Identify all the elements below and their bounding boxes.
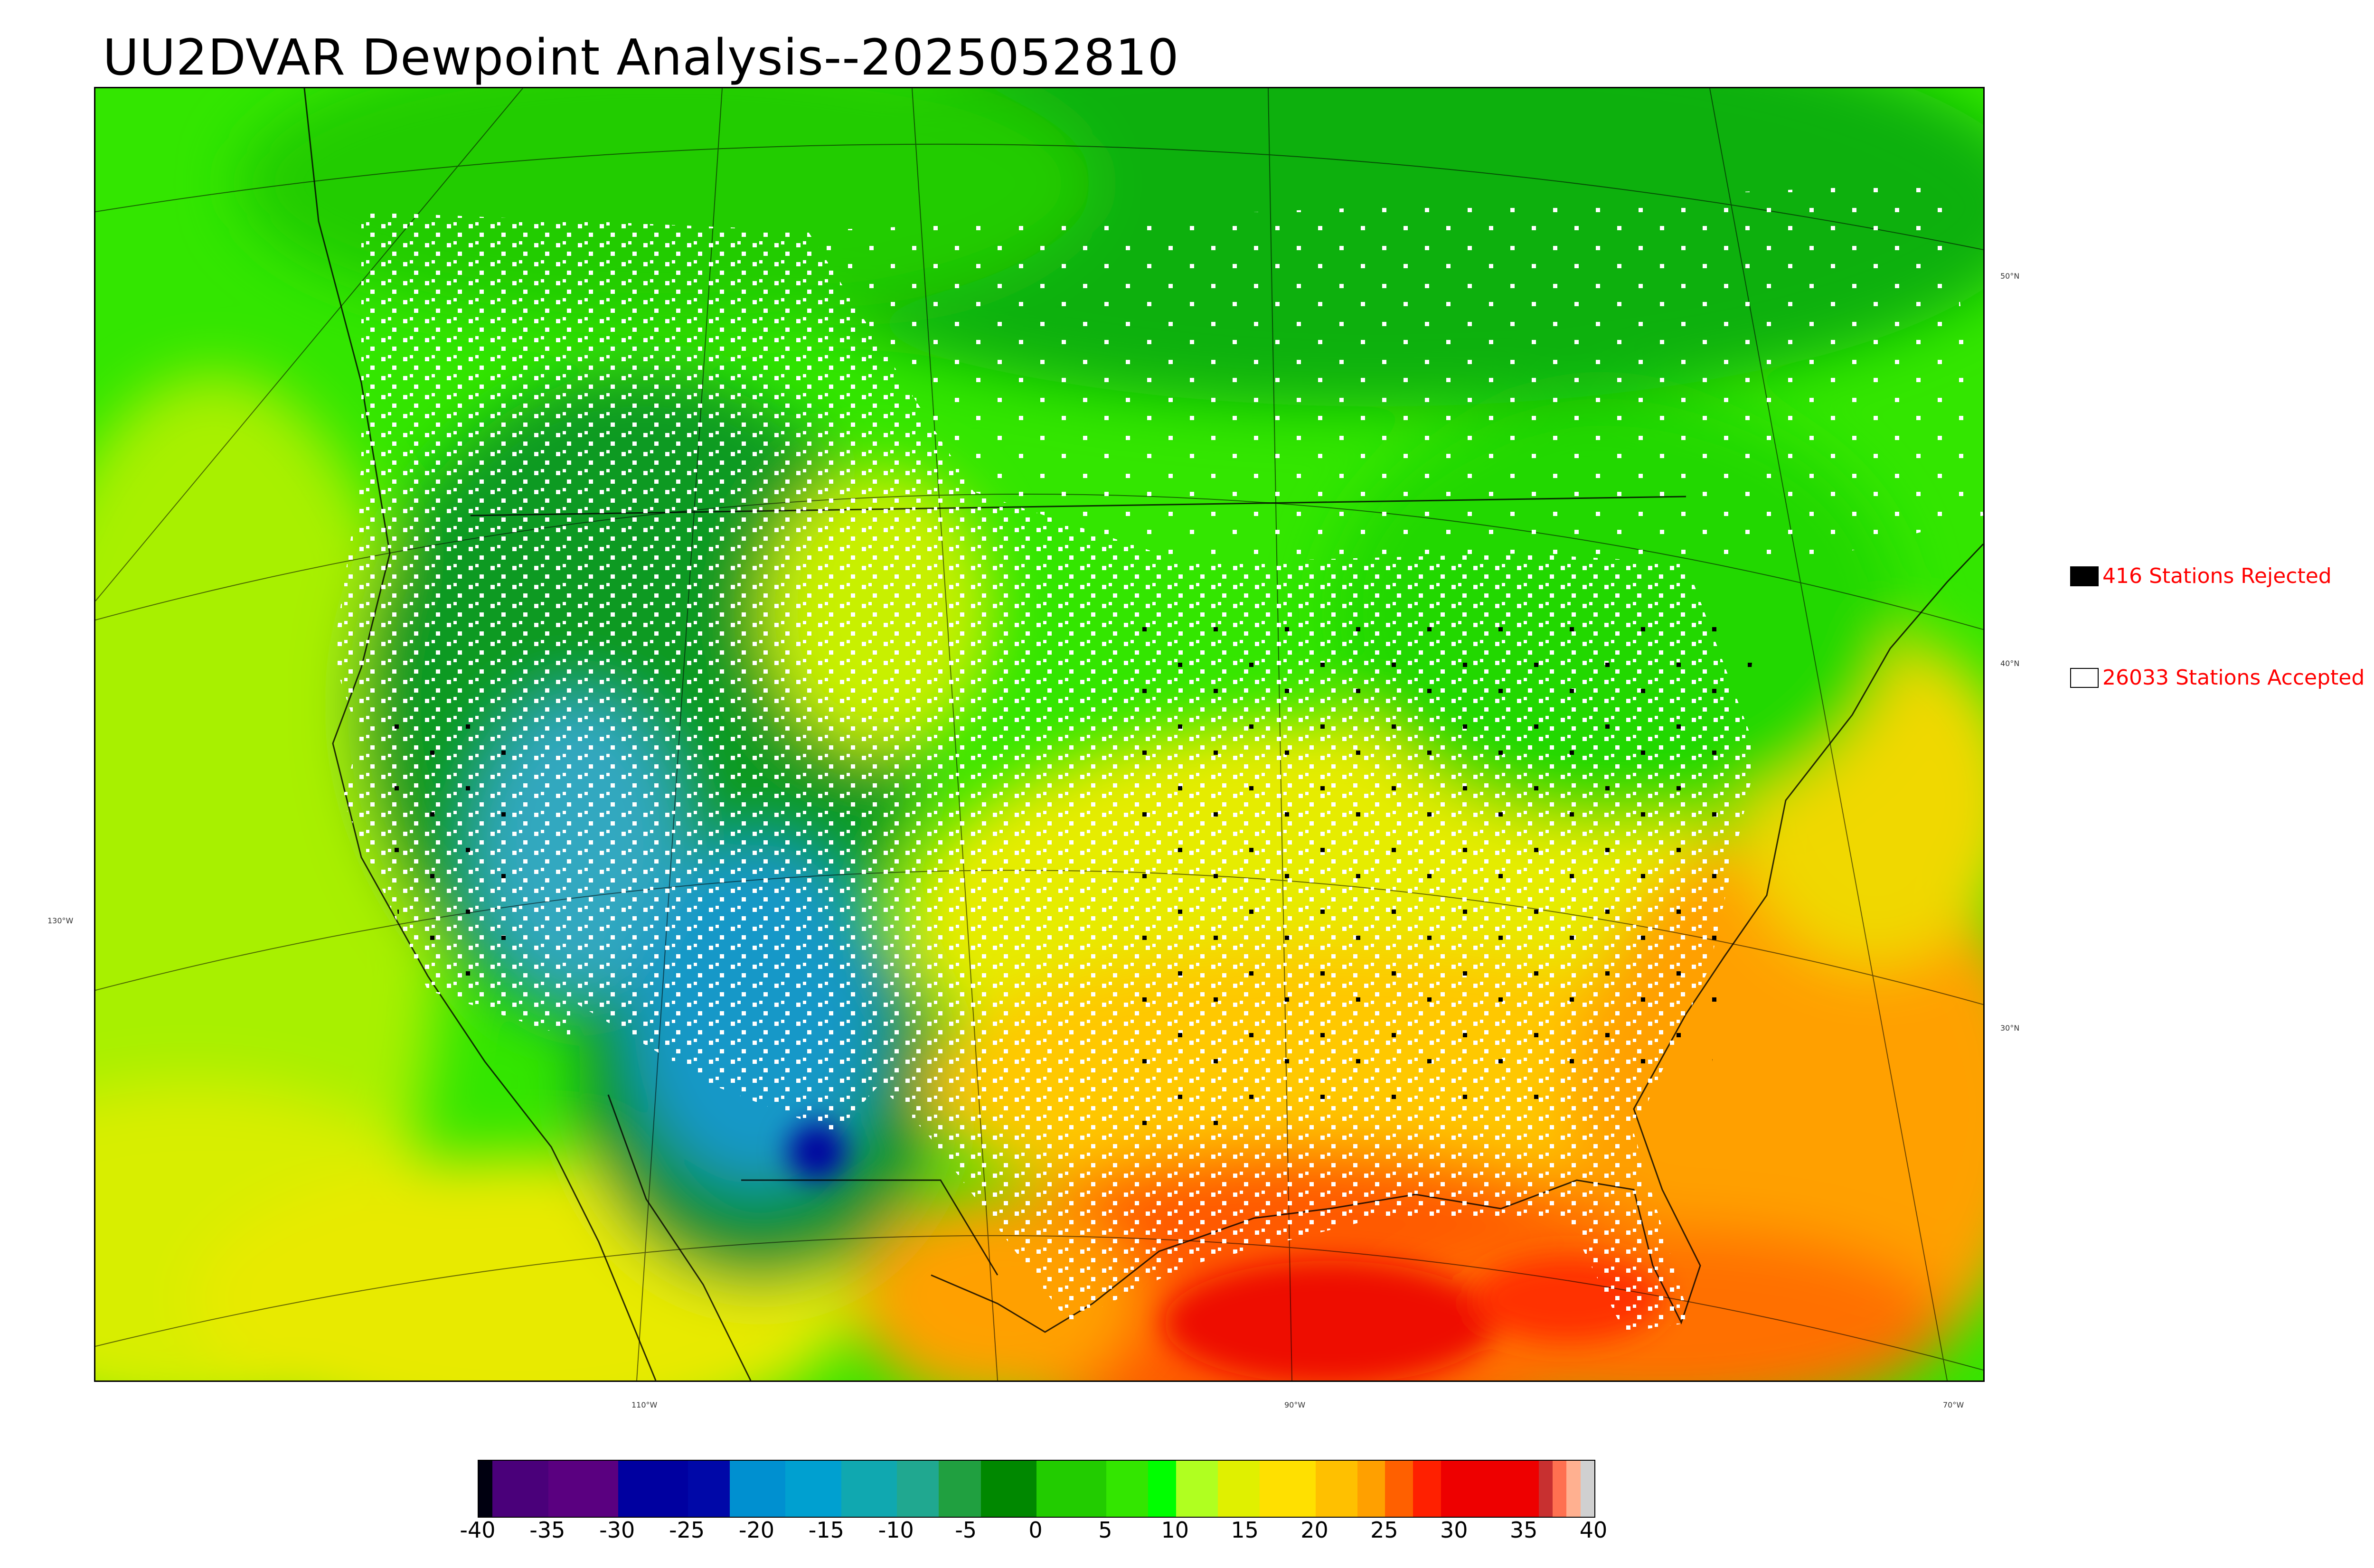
colorbar-segment bbox=[1176, 1461, 1218, 1517]
colorbar-tick-label: 20 bbox=[1300, 1517, 1328, 1543]
dewpoint-field bbox=[95, 88, 1983, 1380]
colorbar bbox=[478, 1460, 1595, 1518]
colorbar-tick-label: -40 bbox=[460, 1517, 496, 1543]
colorbar-segment bbox=[688, 1461, 730, 1517]
lon-label-110w: 110°W bbox=[631, 1400, 658, 1409]
colorbar-tick-label: 40 bbox=[1579, 1517, 1608, 1543]
colorbar-tick-label: 35 bbox=[1509, 1517, 1538, 1543]
colorbar-tick-label: 10 bbox=[1161, 1517, 1189, 1543]
chart-title: UU2DVAR Dewpoint Analysis--2025052810 bbox=[103, 28, 1179, 86]
colorbar-tick-label: -35 bbox=[529, 1517, 565, 1543]
colorbar-segment bbox=[1315, 1461, 1357, 1517]
colorbar-segment bbox=[618, 1461, 688, 1517]
colorbar-segment bbox=[1357, 1461, 1385, 1517]
lat-label-30n: 30°N bbox=[2000, 1023, 2020, 1033]
rejected-swatch bbox=[2070, 566, 2099, 586]
colorbar-tick-label: 5 bbox=[1098, 1517, 1112, 1543]
lon-label-130w: 130°W bbox=[47, 916, 74, 925]
colorbar-segment bbox=[1580, 1461, 1594, 1517]
colorbar-tick-label: -30 bbox=[599, 1517, 635, 1543]
colorbar-segment bbox=[1036, 1461, 1106, 1517]
colorbar-tick-label: -5 bbox=[955, 1517, 977, 1543]
colorbar-segment bbox=[897, 1461, 939, 1517]
lat-label-50n: 50°N bbox=[2000, 272, 2020, 281]
accepted-swatch bbox=[2070, 667, 2099, 688]
colorbar-segment bbox=[1106, 1461, 1148, 1517]
colorbar-segment bbox=[1552, 1461, 1567, 1517]
colorbar-segment bbox=[1538, 1461, 1553, 1517]
legend-rejected: 416 Stations Rejected bbox=[2070, 564, 2332, 588]
legend-accepted-label: 26033 Stations Accepted bbox=[2102, 666, 2365, 690]
colorbar-tick-label: -25 bbox=[669, 1517, 705, 1543]
rejected-stations bbox=[380, 610, 1757, 1133]
lon-label-90w: 90°W bbox=[1284, 1400, 1306, 1409]
colorbar-segment bbox=[939, 1461, 981, 1517]
colorbar-tick-label: 15 bbox=[1231, 1517, 1259, 1543]
legend-accepted: 26033 Stations Accepted bbox=[2070, 666, 2365, 690]
legend-rejected-label: 416 Stations Rejected bbox=[2102, 564, 2332, 588]
dewpoint-map bbox=[94, 87, 1985, 1382]
colorbar-segment bbox=[1217, 1461, 1260, 1517]
colorbar-segment bbox=[479, 1461, 493, 1517]
colorbar-segment bbox=[1441, 1461, 1539, 1517]
colorbar-segment bbox=[1385, 1461, 1413, 1517]
colorbar-tick-label: -15 bbox=[808, 1517, 844, 1543]
colorbar-segment bbox=[1413, 1461, 1441, 1517]
colorbar-tick-label: -20 bbox=[738, 1517, 775, 1543]
colorbar-segment bbox=[980, 1461, 1036, 1517]
lon-label-70w: 70°W bbox=[1943, 1400, 1964, 1409]
colorbar-tick-label: 0 bbox=[1028, 1517, 1043, 1543]
colorbar-segment bbox=[1566, 1461, 1581, 1517]
colorbar-segment bbox=[841, 1461, 897, 1517]
colorbar-segment bbox=[729, 1461, 786, 1517]
lat-label-40n: 40°N bbox=[2000, 659, 2020, 668]
colorbar-segment bbox=[785, 1461, 841, 1517]
colorbar-tick-label: 25 bbox=[1370, 1517, 1398, 1543]
colorbar-tick-label: 30 bbox=[1440, 1517, 1468, 1543]
colorbar-segment bbox=[492, 1461, 548, 1517]
colorbar-segment bbox=[1260, 1461, 1316, 1517]
colorbar-segment bbox=[548, 1461, 618, 1517]
colorbar-tick-label: -10 bbox=[878, 1517, 914, 1543]
colorbar-segment bbox=[1148, 1461, 1176, 1517]
